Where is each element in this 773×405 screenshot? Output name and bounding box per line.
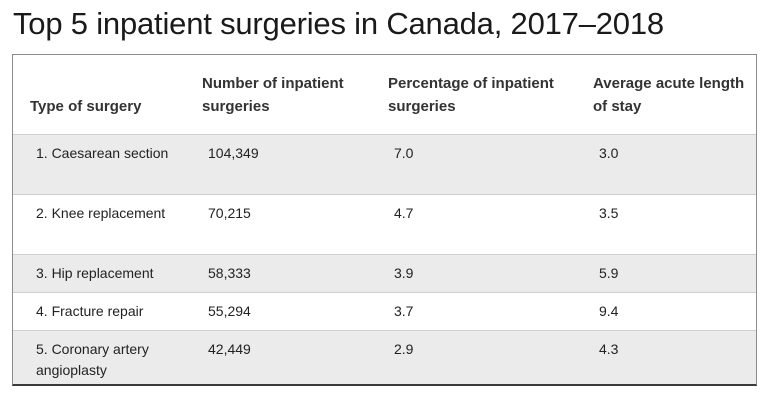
cell-length-of-stay: 4.3 <box>577 330 756 384</box>
surgery-table: Type of surgery Number of inpatient surg… <box>13 55 756 384</box>
header-type-of-surgery: Type of surgery <box>13 55 186 135</box>
cell-surgery-percent: 7.0 <box>372 134 577 195</box>
header-number-of-surgeries: Number of inpatient surgeries <box>186 55 372 135</box>
cell-surgery-percent: 3.9 <box>372 254 577 293</box>
cell-surgery-count: 58,333 <box>186 254 372 293</box>
cell-surgery-type: 5. Coronary artery angioplasty <box>13 330 186 384</box>
cell-surgery-type: 3. Hip replacement <box>13 254 186 293</box>
table-row: 4. Fracture repair 55,294 3.7 9.4 <box>13 292 756 331</box>
cell-surgery-percent: 3.7 <box>372 292 577 331</box>
surgery-table-container: Type of surgery Number of inpatient surg… <box>12 54 757 386</box>
table-row: 1. Caesarean section 104,349 7.0 3.0 <box>13 134 756 195</box>
cell-length-of-stay: 9.4 <box>577 292 756 331</box>
header-average-length-of-stay: Average acute length of stay <box>577 55 756 135</box>
cell-surgery-percent: 2.9 <box>372 330 577 384</box>
cell-surgery-type: 1. Caesarean section <box>13 134 186 195</box>
cell-surgery-count: 70,215 <box>186 194 372 255</box>
cell-surgery-count: 55,294 <box>186 292 372 331</box>
cell-length-of-stay: 5.9 <box>577 254 756 293</box>
cell-length-of-stay: 3.5 <box>577 194 756 255</box>
cell-surgery-type: 2. Knee replacement <box>13 194 186 255</box>
cell-length-of-stay: 3.0 <box>577 134 756 195</box>
table-header-row: Type of surgery Number of inpatient surg… <box>13 55 756 135</box>
cell-surgery-count: 104,349 <box>186 134 372 195</box>
table-row: 3. Hip replacement 58,333 3.9 5.9 <box>13 254 756 293</box>
cell-surgery-type: 4. Fracture repair <box>13 292 186 331</box>
cell-surgery-count: 42,449 <box>186 330 372 384</box>
table-row: 2. Knee replacement 70,215 4.7 3.5 <box>13 194 756 255</box>
cell-surgery-percent: 4.7 <box>372 194 577 255</box>
page-title: Top 5 inpatient surgeries in Canada, 201… <box>13 6 664 41</box>
table-row: 5. Coronary artery angioplasty 42,449 2.… <box>13 330 756 384</box>
header-percentage-of-surgeries: Percentage of inpatient surgeries <box>372 55 577 135</box>
